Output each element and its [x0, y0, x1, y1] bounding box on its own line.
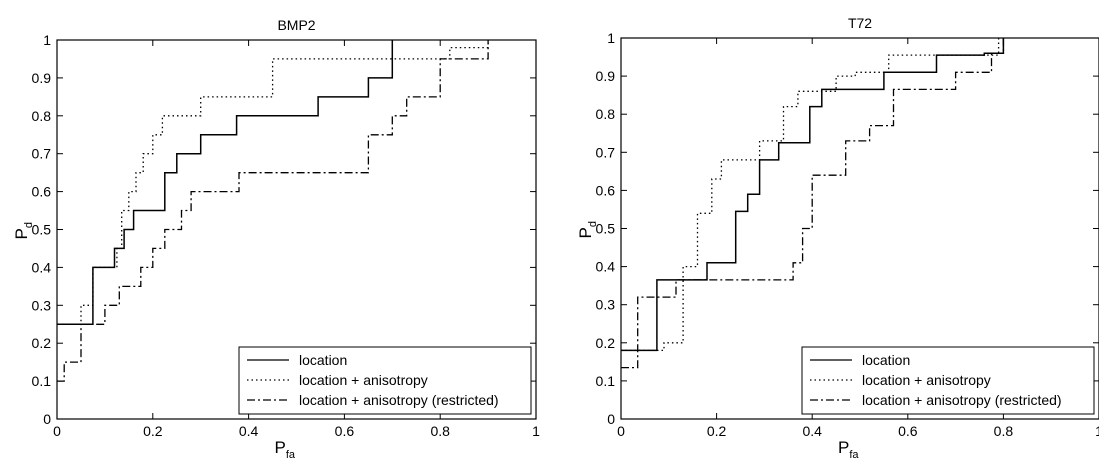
- x-tick-label: 1: [532, 423, 540, 439]
- chart-title: T72: [848, 15, 872, 31]
- x-tick-label: 0.4: [239, 423, 259, 439]
- y-tick-label: 1: [43, 32, 51, 48]
- x-tick-label: 0.2: [707, 423, 727, 439]
- x-axis-label-main: P: [275, 438, 286, 457]
- y-tick-label: 0.2: [32, 335, 52, 351]
- series-line-dashdot: [57, 40, 489, 382]
- y-tick-label: 0.5: [596, 221, 616, 237]
- x-tick-label: 0.6: [335, 423, 355, 439]
- legend-label: location: [299, 352, 347, 368]
- y-tick-label: 0: [607, 411, 615, 427]
- legend-label: location + anisotropy: [862, 372, 991, 388]
- y-tick-label: 0.7: [32, 146, 52, 162]
- legend: location location + anisotropy location + …: [801, 346, 1095, 415]
- y-axis-label-main: P: [576, 227, 595, 238]
- y-tick-label: 0: [43, 411, 51, 427]
- legend-label: location: [862, 352, 910, 368]
- series-line-dotted: [621, 38, 1000, 352]
- series-line-dotted: [57, 40, 489, 325]
- x-axis-label-subscript: fa: [286, 449, 296, 461]
- x-tick-label: 0.8: [994, 423, 1014, 439]
- legend-label: location + anisotropy: [299, 372, 428, 388]
- x-axis-label: Pfa: [275, 438, 296, 461]
- x-axis-label-subscript: fa: [849, 449, 859, 461]
- y-tick-label: 0.1: [32, 373, 52, 389]
- y-tick-label: 0.3: [596, 297, 616, 313]
- x-tick-label: 0.2: [143, 423, 163, 439]
- series-line-solid: [57, 40, 394, 326]
- legend-label: location + anisotropy (restricted): [862, 392, 1062, 408]
- legend-label: location + anisotropy (restricted): [299, 392, 499, 408]
- y-axis-label: Pd: [576, 221, 599, 238]
- x-axis-label: Pfa: [838, 438, 859, 461]
- x-tick-label: 1: [1095, 423, 1099, 439]
- y-tick-label: 0.4: [32, 259, 52, 275]
- y-tick-label: 0.7: [596, 144, 616, 160]
- x-tick-label: 0: [53, 423, 61, 439]
- y-tick-label: 0.1: [596, 373, 616, 389]
- y-axis-label-subscript: d: [23, 222, 35, 228]
- y-axis-label-main: P: [12, 228, 31, 239]
- y-axis-label-subscript: d: [587, 221, 599, 227]
- chart-title: BMP2: [277, 17, 315, 33]
- y-tick-label: 0.4: [596, 259, 616, 275]
- y-tick-label: 0.3: [32, 297, 52, 313]
- x-tick-label: 0.8: [430, 423, 450, 439]
- x-axis-label-main: P: [838, 438, 849, 457]
- legend: location location + anisotropy location + …: [238, 346, 532, 415]
- y-axis-label: Pd: [12, 222, 35, 239]
- series-line-dashdot: [621, 38, 1005, 369]
- y-tick-label: 0.6: [596, 182, 616, 198]
- y-tick-label: 0.9: [32, 70, 52, 86]
- chart-bmp2: BMP2 0 0.2 0.4 0.6 0.8 1 0 0.1 0.2 0.3 0.4 0.5 0.6 0.7…: [12, 17, 540, 461]
- y-tick-label: 0.2: [596, 335, 616, 351]
- chart-t72: T72 0 0.2 0.4 0.6 0.8 1 0 0.1 0.2 0.3 0.4 0.5 0.6 0.7 0…: [576, 15, 1099, 461]
- x-tick-label: 0.4: [802, 423, 822, 439]
- y-tick-label: 0.9: [596, 68, 616, 84]
- y-tick-label: 1: [607, 30, 615, 46]
- x-tick-label: 0: [617, 423, 625, 439]
- y-tick-label: 0.6: [32, 184, 52, 200]
- y-tick-label: 0.5: [32, 222, 52, 238]
- y-tick-label: 0.8: [32, 108, 52, 124]
- x-tick-label: 0.6: [898, 423, 918, 439]
- y-tick-label: 0.8: [596, 106, 616, 122]
- series-line-solid: [621, 38, 1005, 352]
